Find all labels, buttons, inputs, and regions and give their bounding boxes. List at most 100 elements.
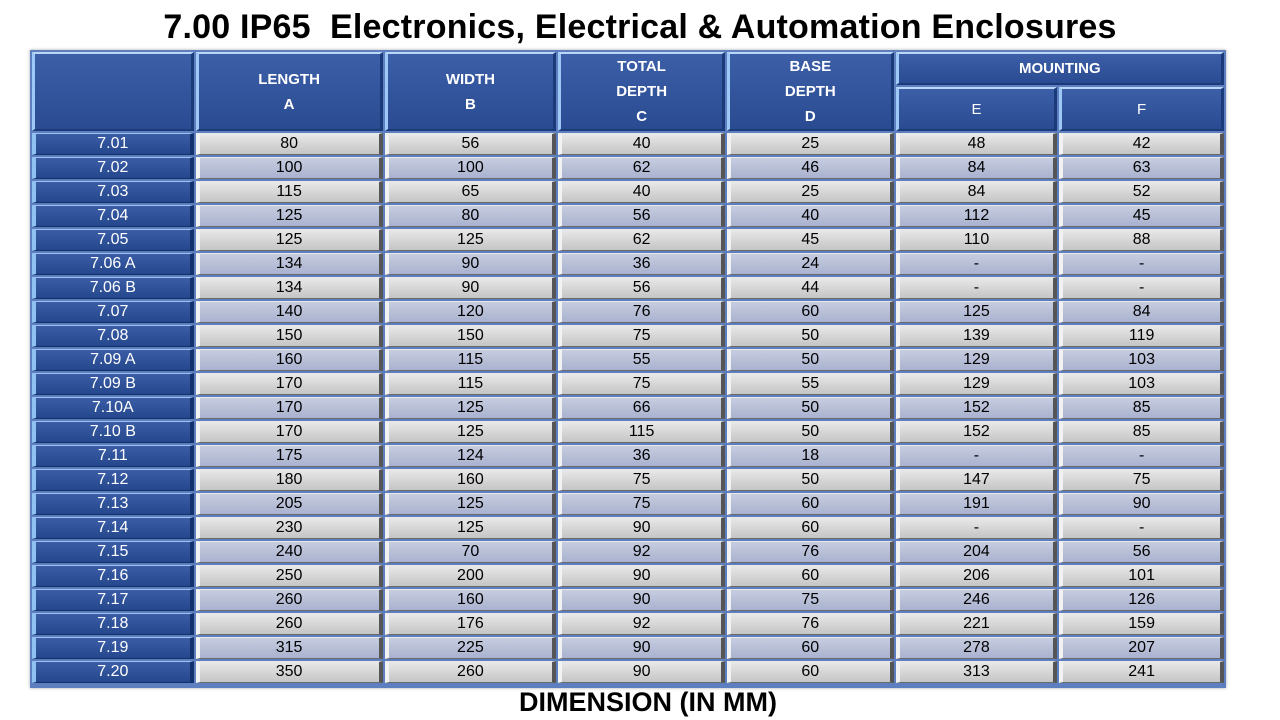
- cell-model: 7.06 B: [32, 277, 194, 299]
- cell-width: 200: [384, 565, 557, 587]
- cell-length: 260: [195, 613, 383, 635]
- cell-mounting-f: 207: [1059, 637, 1224, 659]
- cell-total-depth: 62: [558, 157, 725, 179]
- header-width-letter: B: [464, 95, 476, 113]
- cell-model: 7.14: [32, 517, 194, 539]
- cell-model: 7.08: [32, 325, 194, 347]
- header-mounting-e: E: [895, 87, 1058, 131]
- cell-mounting-e: 84: [895, 181, 1058, 203]
- table-body: 7.01 80 56 40 25 48 42 7.02 100 100 62 46 84 63 7.03 11…: [32, 133, 1224, 683]
- cell-width: 100: [384, 157, 557, 179]
- cell-total-depth: 90: [558, 565, 725, 587]
- cell-base-depth: 24: [726, 253, 894, 275]
- cell-length: 175: [195, 445, 383, 467]
- cell-mounting-f: 85: [1059, 397, 1224, 419]
- cell-base-depth: 76: [726, 613, 894, 635]
- table-row: 7.13 205 125 75 60 191 90: [32, 493, 1224, 515]
- cell-mounting-f: 52: [1059, 181, 1224, 203]
- table-row: 7.18 260 176 92 76 221 159: [32, 613, 1224, 635]
- cell-length: 100: [195, 157, 383, 179]
- table-row: 7.07 140 120 76 60 125 84: [32, 301, 1224, 323]
- cell-total-depth: 62: [558, 229, 725, 251]
- cell-base-depth: 44: [726, 277, 894, 299]
- cell-width: 160: [384, 589, 557, 611]
- cell-length: 170: [195, 373, 383, 395]
- cell-base-depth: 50: [726, 349, 894, 371]
- cell-mounting-f: 45: [1059, 205, 1224, 227]
- cell-length: 250: [195, 565, 383, 587]
- cell-width: 125: [384, 397, 557, 419]
- cell-base-depth: 50: [726, 397, 894, 419]
- header-total-depth-line2: DEPTH: [616, 83, 668, 100]
- cell-length: 205: [195, 493, 383, 515]
- cell-model: 7.18: [32, 613, 194, 635]
- cell-mounting-f: 75: [1059, 469, 1224, 491]
- cell-mounting-e: 246: [895, 589, 1058, 611]
- cell-mounting-f: 88: [1059, 229, 1224, 251]
- cell-base-depth: 46: [726, 157, 894, 179]
- cell-mounting-e: 313: [895, 661, 1058, 683]
- cell-model: 7.11: [32, 445, 194, 467]
- cell-base-depth: 25: [726, 181, 894, 203]
- cell-model: 7.17: [32, 589, 194, 611]
- cell-width: 176: [384, 613, 557, 635]
- table-row: 7.09 B 170 115 75 55 129 103: [32, 373, 1224, 395]
- cell-length: 125: [195, 229, 383, 251]
- table-row: 7.10 B 170 125 115 50 152 85: [32, 421, 1224, 443]
- cell-length: 180: [195, 469, 383, 491]
- cell-length: 134: [195, 277, 383, 299]
- cell-width: 90: [384, 277, 557, 299]
- cell-width: 125: [384, 421, 557, 443]
- cell-total-depth: 40: [558, 181, 725, 203]
- cell-total-depth: 76: [558, 301, 725, 323]
- cell-mounting-e: 278: [895, 637, 1058, 659]
- cell-base-depth: 45: [726, 229, 894, 251]
- cell-model: 7.20: [32, 661, 194, 683]
- cell-width: 70: [384, 541, 557, 563]
- dimension-table-container: LENGTH A WIDTH B TOTAL DEPTH C BASE DEPT…: [30, 50, 1226, 688]
- cell-base-depth: 25: [726, 133, 894, 155]
- cell-mounting-e: -: [895, 253, 1058, 275]
- table-row: 7.19 315 225 90 60 278 207: [32, 637, 1224, 659]
- cell-model: 7.15: [32, 541, 194, 563]
- table-row: 7.02 100 100 62 46 84 63: [32, 157, 1224, 179]
- cell-mounting-e: 152: [895, 397, 1058, 419]
- header-base-depth-line1: BASE: [789, 58, 832, 75]
- cell-mounting-f: -: [1059, 445, 1224, 467]
- cell-length: 170: [195, 421, 383, 443]
- cell-width: 125: [384, 517, 557, 539]
- cell-width: 120: [384, 301, 557, 323]
- cell-length: 230: [195, 517, 383, 539]
- cell-width: 125: [384, 229, 557, 251]
- cell-mounting-e: 204: [895, 541, 1058, 563]
- cell-model: 7.13: [32, 493, 194, 515]
- cell-model: 7.16: [32, 565, 194, 587]
- cell-length: 240: [195, 541, 383, 563]
- cell-mounting-e: -: [895, 517, 1058, 539]
- cell-width: 56: [384, 133, 557, 155]
- cell-length: 170: [195, 397, 383, 419]
- dimension-table: LENGTH A WIDTH B TOTAL DEPTH C BASE DEPT…: [30, 50, 1226, 685]
- cell-base-depth: 75: [726, 589, 894, 611]
- cell-mounting-f: 56: [1059, 541, 1224, 563]
- header-mounting-f: F: [1059, 87, 1224, 131]
- header-length: LENGTH A: [195, 52, 383, 131]
- cell-length: 134: [195, 253, 383, 275]
- cell-length: 260: [195, 589, 383, 611]
- header-width-label: WIDTH: [445, 70, 495, 88]
- cell-mounting-f: 159: [1059, 613, 1224, 635]
- header-width: WIDTH B: [384, 52, 557, 131]
- cell-base-depth: 60: [726, 565, 894, 587]
- cell-base-depth: 60: [726, 517, 894, 539]
- cell-length: 80: [195, 133, 383, 155]
- cell-mounting-f: 63: [1059, 157, 1224, 179]
- cell-length: 125: [195, 205, 383, 227]
- table-row: 7.04 125 80 56 40 112 45: [32, 205, 1224, 227]
- cell-total-depth: 55: [558, 349, 725, 371]
- table-row: 7.10A 170 125 66 50 152 85: [32, 397, 1224, 419]
- cell-base-depth: 50: [726, 469, 894, 491]
- cell-base-depth: 60: [726, 301, 894, 323]
- cell-total-depth: 56: [558, 205, 725, 227]
- cell-width: 115: [384, 349, 557, 371]
- cell-model: 7.09 B: [32, 373, 194, 395]
